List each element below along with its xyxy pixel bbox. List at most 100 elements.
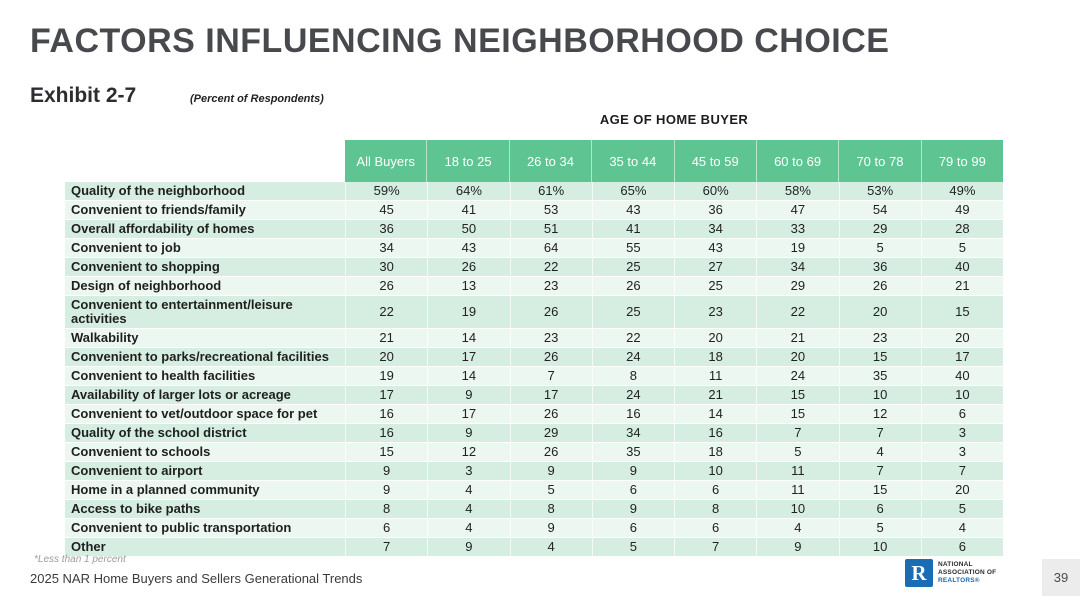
cell-value: 9 <box>345 462 427 480</box>
cell-value: 49 <box>920 201 1003 219</box>
cell-value: 7 <box>756 424 838 442</box>
cell-value: 8 <box>509 500 592 518</box>
cell-value: 23 <box>509 329 592 347</box>
table-row: Convenient to parks/recreational facilit… <box>65 348 1003 367</box>
table-header-row: All Buyers 18 to 25 26 to 34 35 to 44 45 to … <box>345 140 1003 182</box>
cell-value: 29 <box>756 277 838 295</box>
cell-value: 26 <box>509 348 592 366</box>
cell-value: 59% <box>345 182 427 200</box>
cell-value: 51 <box>509 220 592 238</box>
cell-value: 15 <box>838 348 921 366</box>
cell-value: 23 <box>509 277 592 295</box>
cell-value: 7 <box>345 538 427 556</box>
nar-logo-text: NATIONAL ASSOCIATION OF REALTORS® <box>938 561 996 585</box>
cell-value: 26 <box>509 443 592 461</box>
cell-value: 7 <box>674 538 756 556</box>
cell-value: 22 <box>345 296 427 328</box>
cell-value: 10 <box>838 538 921 556</box>
row-label: Walkability <box>71 330 139 345</box>
cell-value: 9 <box>427 538 509 556</box>
column-header: 18 to 25 <box>426 140 508 182</box>
cell-value: 5 <box>838 519 921 537</box>
cell-value: 5 <box>920 239 1003 257</box>
cell-value: 61% <box>509 182 592 200</box>
cell-value: 26 <box>427 258 509 276</box>
cell-value: 9 <box>756 538 838 556</box>
row-label: Convenient to friends/family <box>71 202 246 217</box>
cell-value: 6 <box>920 538 1003 556</box>
cell-value: 17 <box>920 348 1003 366</box>
cell-value: 36 <box>345 220 427 238</box>
cell-value: 9 <box>509 462 592 480</box>
cell-value: 20 <box>920 329 1003 347</box>
cell-value: 20 <box>345 348 427 366</box>
column-header: 45 to 59 <box>673 140 756 182</box>
cell-value: 6 <box>838 500 921 518</box>
cell-value: 22 <box>756 296 838 328</box>
cell-value: 26 <box>838 277 921 295</box>
row-label: Convenient to parks/recreational facilit… <box>71 349 329 364</box>
cell-value: 16 <box>674 424 756 442</box>
cell-value: 24 <box>591 386 674 404</box>
cell-value: 5 <box>509 481 592 499</box>
row-label: Convenient to public transportation <box>71 520 292 535</box>
row-label: Convenient to entertainment/leisure acti… <box>71 297 293 326</box>
cell-value: 43 <box>427 239 509 257</box>
cell-value: 5 <box>838 239 921 257</box>
table-row: Walkability 21 14 23 22 20 21 23 20 <box>65 329 1003 348</box>
row-label: Convenient to health facilities <box>71 368 256 383</box>
cell-value: 50 <box>427 220 509 238</box>
table-row: Availability of larger lots or acreage 17… <box>65 386 1003 405</box>
cell-value: 47 <box>756 201 838 219</box>
cell-value: 23 <box>838 329 921 347</box>
cell-value: 26 <box>509 405 592 423</box>
cell-value: 20 <box>920 481 1003 499</box>
cell-value: 15 <box>756 386 838 404</box>
cell-value: 9 <box>591 500 674 518</box>
cell-value: 5 <box>920 500 1003 518</box>
cell-value: 14 <box>427 367 509 385</box>
cell-value: 28 <box>920 220 1003 238</box>
cell-value: 34 <box>674 220 756 238</box>
column-header: 70 to 78 <box>838 140 920 182</box>
cell-value: 15 <box>920 296 1003 328</box>
table-row: Other 7 9 4 5 7 9 10 6 <box>65 538 1003 557</box>
table-row: Access to bike paths 8 4 8 9 8 10 6 5 <box>65 500 1003 519</box>
table-row: Convenient to friends/family 45 41 53 43 36 47… <box>65 201 1003 220</box>
table-row: Home in a planned community 9 4 5 6 6 11 15 20 <box>65 481 1003 500</box>
cell-value: 30 <box>345 258 427 276</box>
cell-value: 6 <box>591 481 674 499</box>
cell-value: 43 <box>674 239 756 257</box>
cell-value: 12 <box>427 443 509 461</box>
cell-value: 35 <box>591 443 674 461</box>
cell-value: 17 <box>345 386 427 404</box>
cell-value: 29 <box>838 220 921 238</box>
logo-line-1: NATIONAL <box>938 561 973 568</box>
footnote: *Less than 1 percent <box>34 554 126 565</box>
cell-value: 33 <box>756 220 838 238</box>
cell-value: 3 <box>427 462 509 480</box>
cell-value: 10 <box>756 500 838 518</box>
row-label: Convenient to shopping <box>71 259 220 274</box>
cell-value: 9 <box>427 424 509 442</box>
cell-value: 22 <box>509 258 592 276</box>
row-label: Other <box>71 539 106 554</box>
cell-value: 41 <box>427 201 509 219</box>
cell-value: 64 <box>509 239 592 257</box>
cell-value: 21 <box>674 386 756 404</box>
cell-value: 7 <box>838 424 921 442</box>
cell-value: 10 <box>920 386 1003 404</box>
cell-value: 4 <box>920 519 1003 537</box>
cell-value: 53 <box>509 201 592 219</box>
row-label: Availability of larger lots or acreage <box>71 387 291 402</box>
cell-value: 21 <box>345 329 427 347</box>
cell-value: 17 <box>427 348 509 366</box>
logo-line-2: ASSOCIATION OF <box>938 569 997 576</box>
row-label: Convenient to vet/outdoor space for pet <box>71 406 318 421</box>
cell-value: 3 <box>920 443 1003 461</box>
cell-value: 25 <box>591 258 674 276</box>
cell-value: 45 <box>345 201 427 219</box>
exhibit-subtitle: (Percent of Respondents) <box>190 93 324 105</box>
table-row: Convenient to schools 15 12 26 35 18 5 4 3 <box>65 443 1003 462</box>
